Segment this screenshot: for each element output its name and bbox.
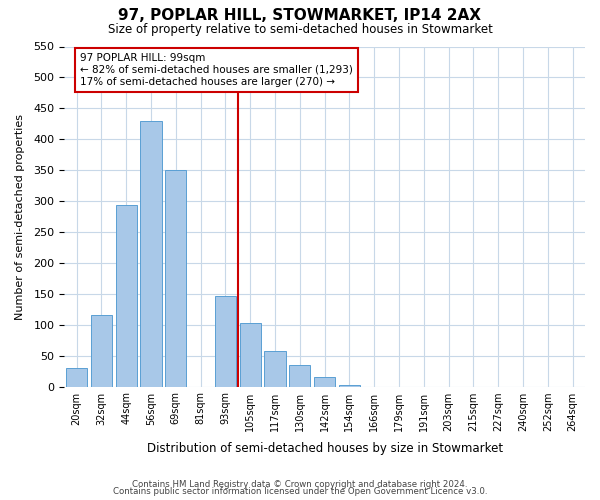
X-axis label: Distribution of semi-detached houses by size in Stowmarket: Distribution of semi-detached houses by … bbox=[146, 442, 503, 455]
Y-axis label: Number of semi-detached properties: Number of semi-detached properties bbox=[15, 114, 25, 320]
Text: 97 POPLAR HILL: 99sqm
← 82% of semi-detached houses are smaller (1,293)
17% of s: 97 POPLAR HILL: 99sqm ← 82% of semi-deta… bbox=[80, 54, 353, 86]
Bar bbox=[314, 378, 335, 386]
Bar bbox=[140, 120, 161, 386]
Bar bbox=[116, 205, 137, 386]
Bar bbox=[239, 323, 261, 386]
Bar bbox=[91, 315, 112, 386]
Bar bbox=[265, 352, 286, 386]
Bar bbox=[289, 365, 310, 386]
Bar bbox=[165, 170, 187, 386]
Text: 97, POPLAR HILL, STOWMARKET, IP14 2AX: 97, POPLAR HILL, STOWMARKET, IP14 2AX bbox=[119, 8, 482, 22]
Bar bbox=[215, 296, 236, 386]
Text: Contains HM Land Registry data © Crown copyright and database right 2024.: Contains HM Land Registry data © Crown c… bbox=[132, 480, 468, 489]
Bar bbox=[66, 368, 87, 386]
Text: Contains public sector information licensed under the Open Government Licence v3: Contains public sector information licen… bbox=[113, 487, 487, 496]
Text: Size of property relative to semi-detached houses in Stowmarket: Size of property relative to semi-detach… bbox=[107, 22, 493, 36]
